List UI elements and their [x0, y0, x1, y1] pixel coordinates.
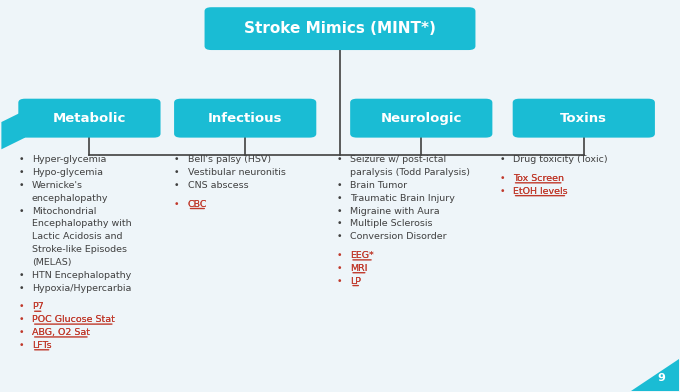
Text: Mitochondrial: Mitochondrial — [32, 207, 97, 216]
Text: Seizure w/ post-ictal: Seizure w/ post-ictal — [350, 155, 446, 164]
Text: Metabolic: Metabolic — [53, 112, 126, 125]
Text: •: • — [174, 181, 180, 190]
Text: Stroke-like Episodes: Stroke-like Episodes — [32, 245, 127, 254]
Text: 9: 9 — [658, 373, 666, 383]
Text: Lactic Acidosis and: Lactic Acidosis and — [32, 232, 122, 241]
Text: Neurologic: Neurologic — [381, 112, 462, 125]
Text: MRI: MRI — [350, 264, 368, 273]
Text: Hypoxia/Hypercarbia: Hypoxia/Hypercarbia — [32, 283, 131, 292]
FancyBboxPatch shape — [513, 99, 655, 138]
Text: •: • — [499, 174, 505, 183]
Text: •: • — [337, 194, 342, 203]
Text: •: • — [18, 155, 24, 164]
Text: P7: P7 — [32, 302, 44, 311]
Text: ABG, O2 Sat: ABG, O2 Sat — [32, 328, 90, 337]
FancyBboxPatch shape — [205, 7, 475, 50]
Text: Migraine with Aura: Migraine with Aura — [350, 207, 440, 216]
Text: Wernicke's: Wernicke's — [32, 181, 83, 190]
Text: •: • — [337, 232, 342, 241]
Text: •: • — [174, 155, 180, 164]
Text: •: • — [18, 341, 24, 350]
Text: encephalopathy: encephalopathy — [32, 194, 108, 203]
Text: •: • — [499, 155, 505, 164]
Text: •: • — [18, 283, 24, 292]
Text: •: • — [337, 207, 342, 216]
Text: Stroke Mimics (MINT*): Stroke Mimics (MINT*) — [244, 21, 436, 36]
Text: Multiple Sclerosis: Multiple Sclerosis — [350, 220, 432, 229]
Polygon shape — [631, 359, 679, 390]
Text: •: • — [337, 277, 342, 285]
FancyBboxPatch shape — [18, 99, 160, 138]
Text: LFTs: LFTs — [32, 341, 52, 350]
Text: Tox Screen: Tox Screen — [513, 174, 564, 183]
Text: P7: P7 — [32, 302, 44, 311]
Text: POC Glucose Stat: POC Glucose Stat — [32, 315, 115, 324]
Text: •: • — [18, 271, 24, 280]
Text: Infectious: Infectious — [208, 112, 282, 125]
Text: EtOH levels: EtOH levels — [513, 187, 567, 196]
Text: EtOH levels: EtOH levels — [513, 187, 567, 196]
Text: CNS abscess: CNS abscess — [188, 181, 248, 190]
Text: CBC: CBC — [188, 200, 207, 209]
Text: paralysis (Todd Paralysis): paralysis (Todd Paralysis) — [350, 168, 470, 177]
Text: •: • — [18, 328, 24, 337]
Text: Conversion Disorder: Conversion Disorder — [350, 232, 447, 241]
Text: CBC: CBC — [188, 200, 207, 209]
Text: •: • — [499, 187, 505, 196]
Text: •: • — [18, 302, 24, 311]
Text: •: • — [18, 315, 24, 324]
Text: Hyper-glycemia: Hyper-glycemia — [32, 155, 106, 164]
Text: Bell's palsy (HSV): Bell's palsy (HSV) — [188, 155, 271, 164]
Text: Vestibular neuronitis: Vestibular neuronitis — [188, 168, 286, 177]
FancyBboxPatch shape — [174, 99, 316, 138]
Text: •: • — [337, 220, 342, 229]
Text: EEG*: EEG* — [350, 251, 374, 260]
Text: LP: LP — [350, 277, 361, 285]
Text: LP: LP — [350, 277, 361, 285]
Text: Hypo-glycemia: Hypo-glycemia — [32, 168, 103, 177]
Text: •: • — [337, 155, 342, 164]
Text: Brain Tumor: Brain Tumor — [350, 181, 407, 190]
Text: •: • — [174, 168, 180, 177]
Text: •: • — [337, 251, 342, 260]
Text: •: • — [337, 181, 342, 190]
Text: POC Glucose Stat: POC Glucose Stat — [32, 315, 115, 324]
Text: HTN Encephalopathy: HTN Encephalopathy — [32, 271, 131, 280]
Text: •: • — [18, 181, 24, 190]
Text: Drug toxicity (Toxic): Drug toxicity (Toxic) — [513, 155, 607, 164]
Text: ABG, O2 Sat: ABG, O2 Sat — [32, 328, 90, 337]
Text: •: • — [337, 264, 342, 273]
Text: MRI: MRI — [350, 264, 368, 273]
Text: Encephalopathy with: Encephalopathy with — [32, 220, 131, 229]
Text: Tox Screen: Tox Screen — [513, 174, 564, 183]
FancyBboxPatch shape — [350, 99, 492, 138]
Text: Toxins: Toxins — [560, 112, 607, 125]
Text: •: • — [18, 168, 24, 177]
Text: EEG*: EEG* — [350, 251, 374, 260]
Text: (MELAS): (MELAS) — [32, 258, 71, 267]
Polygon shape — [1, 111, 25, 149]
Text: •: • — [18, 207, 24, 216]
Text: LFTs: LFTs — [32, 341, 52, 350]
Text: •: • — [174, 200, 180, 209]
Text: Traumatic Brain Injury: Traumatic Brain Injury — [350, 194, 455, 203]
